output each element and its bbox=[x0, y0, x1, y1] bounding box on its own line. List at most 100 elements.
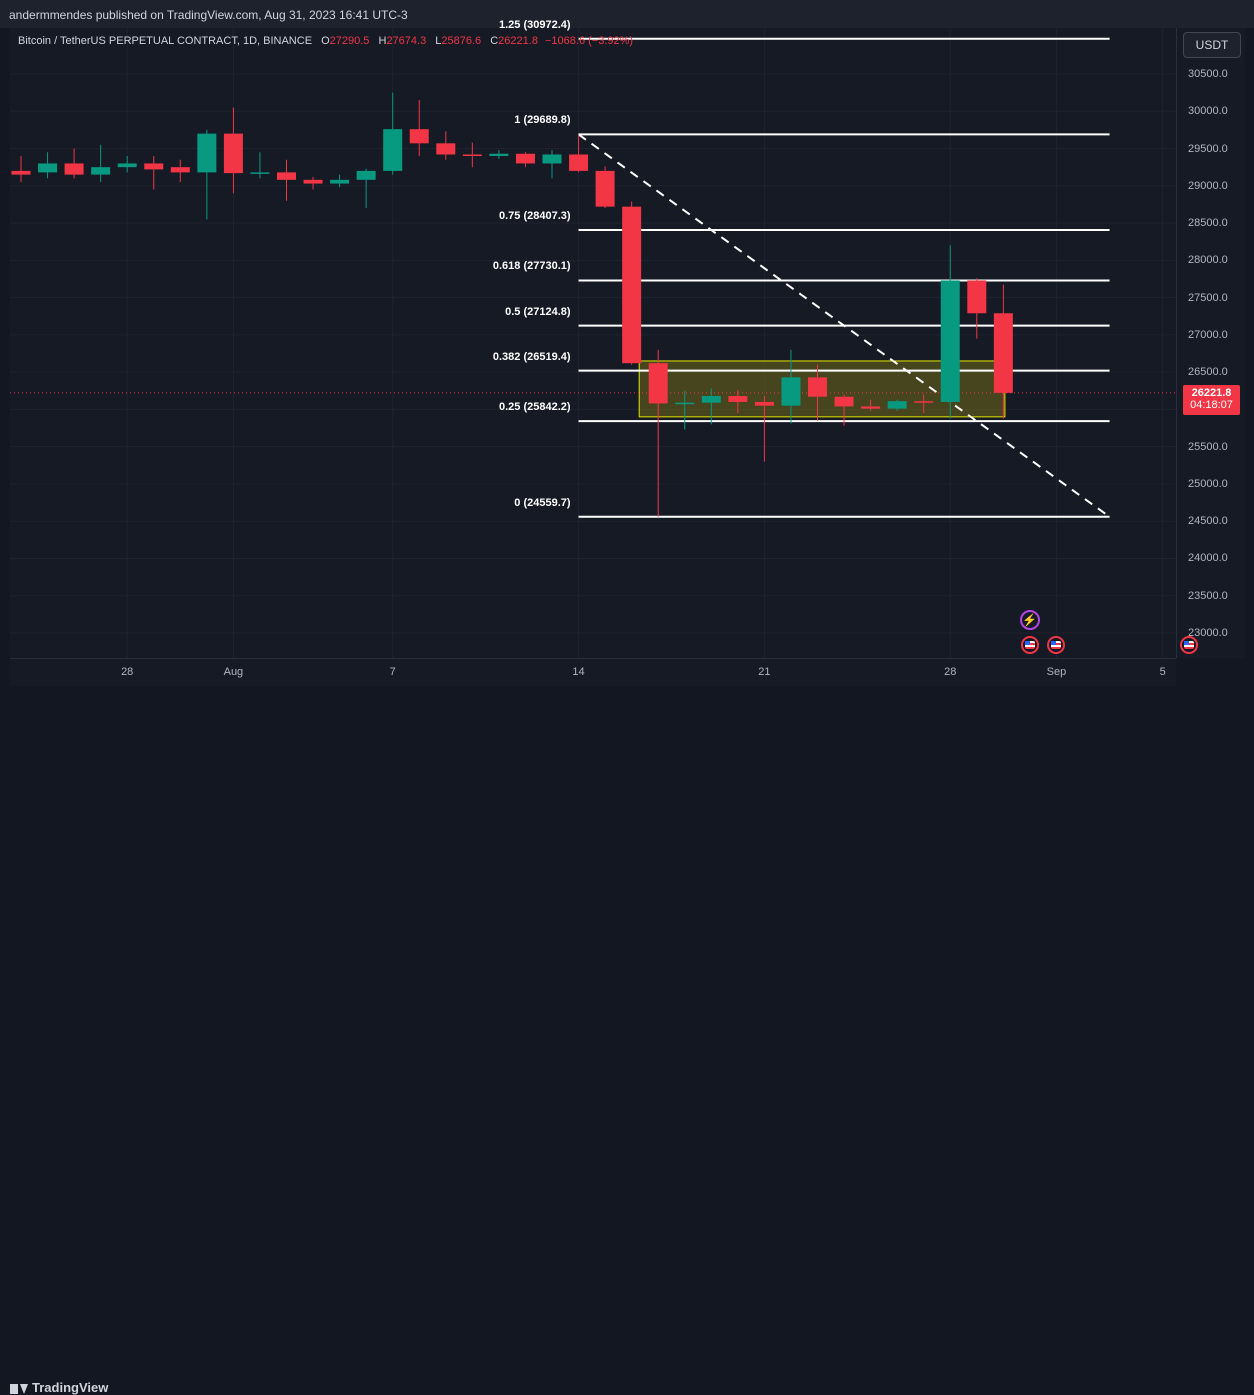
us-event-flag-icon[interactable] bbox=[1047, 636, 1066, 654]
flag-icon bbox=[1024, 641, 1035, 649]
candle-body bbox=[781, 377, 801, 406]
legend-close-label: C bbox=[490, 35, 499, 47]
candle-body bbox=[648, 363, 668, 404]
fib-level-label: 0.382 (26519.4) bbox=[492, 350, 571, 363]
candle-body bbox=[462, 154, 482, 156]
candle-body bbox=[675, 402, 695, 405]
chart-area[interactable] bbox=[10, 28, 1176, 658]
candle-body bbox=[38, 163, 58, 173]
price-axis-tick: 23000.0 bbox=[1188, 627, 1228, 639]
time-axis-tick: 28 bbox=[121, 666, 134, 678]
candle-body bbox=[144, 163, 164, 170]
price-axis[interactable] bbox=[1176, 28, 1245, 658]
legend-close: 26221.8 bbox=[498, 35, 538, 47]
price-axis-tick: 27000.0 bbox=[1188, 328, 1228, 341]
candle-body bbox=[728, 395, 748, 402]
published-text: andermmendes published on TradingView.co… bbox=[9, 8, 408, 22]
candle-countdown: 04:18:07 bbox=[1190, 399, 1233, 411]
legend-open: 27290.5 bbox=[329, 35, 370, 47]
time-axis-tick: 21 bbox=[758, 666, 771, 678]
fib-level-label: 1.25 (30972.4) bbox=[498, 18, 571, 31]
candle-body bbox=[834, 396, 854, 407]
fib-level-label: 0.25 (25842.2) bbox=[498, 401, 571, 414]
price-axis-tick: 30500.0 bbox=[1188, 68, 1228, 80]
price-axis-tick: 23500.0 bbox=[1188, 589, 1228, 602]
candle-body bbox=[887, 401, 907, 409]
price-axis-tick: 27500.0 bbox=[1188, 291, 1228, 304]
legend-change: −1068.6 (−3.92%) bbox=[545, 35, 634, 47]
legend-open-label: O bbox=[321, 35, 330, 47]
candle-body bbox=[489, 153, 509, 156]
candle-body bbox=[250, 172, 270, 174]
candle-body bbox=[223, 133, 243, 174]
candle-body bbox=[91, 167, 111, 175]
candle-body bbox=[861, 406, 881, 409]
price-axis-tick: 25500.0 bbox=[1188, 440, 1228, 453]
time-axis-tick: Aug bbox=[223, 666, 244, 678]
candle-body bbox=[64, 163, 84, 175]
candle-body bbox=[595, 170, 615, 207]
current-price: 26221.8 bbox=[1191, 387, 1232, 399]
us-event-flag-icon[interactable] bbox=[1020, 636, 1039, 654]
flag-icon bbox=[1184, 641, 1195, 649]
candle-body bbox=[967, 280, 987, 314]
footer-bar: TradingView bbox=[0, 686, 1254, 1395]
time-axis-tick: 28 bbox=[944, 666, 957, 678]
currency-button[interactable]: USDT bbox=[1183, 32, 1241, 58]
us-event-flag-icon[interactable] bbox=[1180, 636, 1199, 654]
fib-level-label: 0.5 (27124.8) bbox=[505, 305, 571, 318]
flag-icon bbox=[1051, 641, 1062, 649]
candle-body bbox=[330, 179, 350, 184]
candle-body bbox=[808, 377, 827, 397]
chart-svg bbox=[10, 28, 1176, 658]
price-axis-tick: 26500.0 bbox=[1188, 366, 1228, 379]
legend-low: 25876.6 bbox=[441, 35, 482, 47]
price-axis-tick: 29500.0 bbox=[1188, 142, 1228, 155]
chart-legend: Bitcoin / TetherUS PERPETUAL CONTRACT, 1… bbox=[18, 35, 633, 47]
time-axis-tick: Sep bbox=[1046, 666, 1067, 678]
candle-body bbox=[993, 313, 1013, 393]
price-axis-tick: 24000.0 bbox=[1188, 552, 1228, 565]
price-axis-tick: 29000.0 bbox=[1188, 179, 1228, 192]
candle-body bbox=[409, 129, 429, 144]
price-axis-tick: 25000.0 bbox=[1188, 477, 1228, 490]
candle-body bbox=[542, 154, 562, 164]
legend-high-label: H bbox=[378, 35, 387, 47]
price-axis-tick: 24500.0 bbox=[1188, 515, 1228, 528]
tradingview-logo-icon bbox=[10, 1383, 28, 1394]
candle-body bbox=[940, 280, 960, 402]
legend-symbol: Bitcoin / TetherUS PERPETUAL CONTRACT, 1… bbox=[18, 35, 313, 47]
fib-level-label: 0 (24559.7) bbox=[514, 496, 571, 509]
fib-level-label: 0.75 (28407.3) bbox=[498, 209, 571, 222]
price-axis-tick: 28500.0 bbox=[1188, 217, 1228, 230]
time-axis[interactable] bbox=[10, 658, 1176, 687]
candle-body bbox=[170, 167, 190, 173]
tradingview-logo[interactable]: TradingView bbox=[10, 1380, 108, 1395]
legend-high: 27674.3 bbox=[386, 35, 427, 47]
legend-low-label: L bbox=[435, 35, 442, 47]
lightning-event-icon[interactable]: ⚡ bbox=[1019, 610, 1040, 630]
candle-body bbox=[569, 154, 589, 171]
candle-body bbox=[515, 153, 535, 164]
tradingview-brand: TradingView bbox=[32, 1380, 109, 1395]
candle-body bbox=[356, 170, 376, 180]
fib-level-label: 1 (29689.8) bbox=[514, 114, 571, 127]
candle-body bbox=[914, 401, 934, 403]
candle-body bbox=[197, 133, 217, 173]
candle-body bbox=[11, 170, 31, 175]
current-price-tag: 26221.8 04:18:07 bbox=[1183, 385, 1240, 415]
time-axis-tick: 5 bbox=[1159, 666, 1166, 678]
price-axis-tick: 30000.0 bbox=[1188, 105, 1228, 118]
time-axis-tick: 14 bbox=[572, 666, 585, 678]
price-axis-tick: 28000.0 bbox=[1188, 254, 1228, 267]
candle-body bbox=[277, 172, 296, 180]
candle-body bbox=[754, 401, 774, 406]
candle-body bbox=[701, 395, 721, 403]
fib-level-label: 0.618 (27730.1) bbox=[492, 260, 571, 273]
candle-body bbox=[383, 129, 403, 171]
candle-body bbox=[303, 179, 323, 184]
time-axis-tick: 7 bbox=[389, 666, 396, 678]
candle-body bbox=[436, 143, 456, 155]
header-bar: andermmendes published on TradingView.co… bbox=[0, 0, 1254, 28]
candle-body bbox=[622, 206, 642, 364]
